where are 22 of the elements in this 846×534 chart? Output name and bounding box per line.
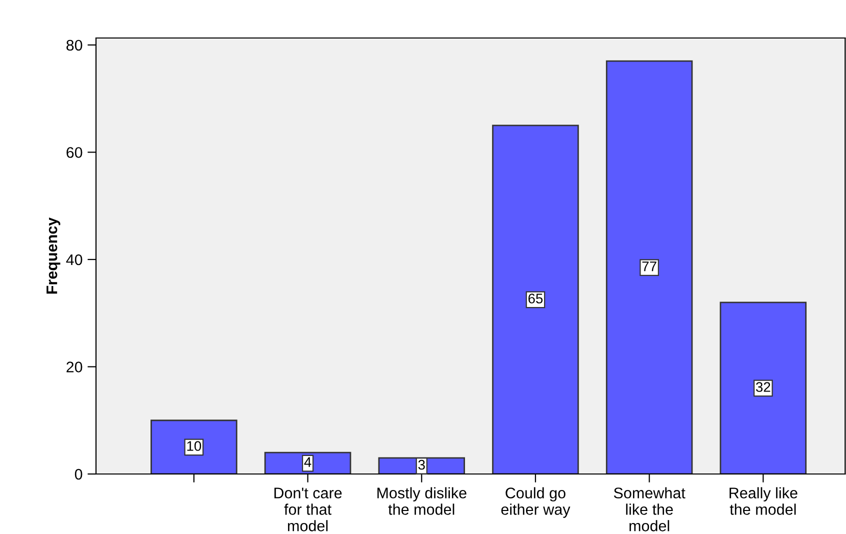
x-tick-label: Could go either way xyxy=(501,487,570,518)
y-tick-label: 40 xyxy=(66,254,82,266)
bar xyxy=(720,302,807,474)
data-label: 32 xyxy=(756,382,770,392)
y-axis-title: Frequency xyxy=(46,217,60,294)
data-label: 65 xyxy=(528,294,543,304)
bar xyxy=(606,60,693,474)
x-tick-label: Somewhat like the model xyxy=(614,487,686,532)
x-tick-label: Don't care for that model xyxy=(274,488,342,532)
x-tick-label: Really like the model xyxy=(730,487,798,515)
y-tick-label: 80 xyxy=(66,40,82,51)
x-tick-label: Mostly dislike the model xyxy=(377,487,466,515)
y-tick-label: 0 xyxy=(74,468,82,480)
bar xyxy=(150,420,238,474)
bar xyxy=(264,452,352,474)
data-label: 10 xyxy=(187,441,202,451)
y-tick-label: 20 xyxy=(66,362,82,372)
y-tick-label: 60 xyxy=(66,147,82,158)
data-label: 77 xyxy=(642,262,656,272)
data-label: 3 xyxy=(418,460,425,470)
data-label: 4 xyxy=(304,457,312,467)
bar xyxy=(492,124,579,474)
